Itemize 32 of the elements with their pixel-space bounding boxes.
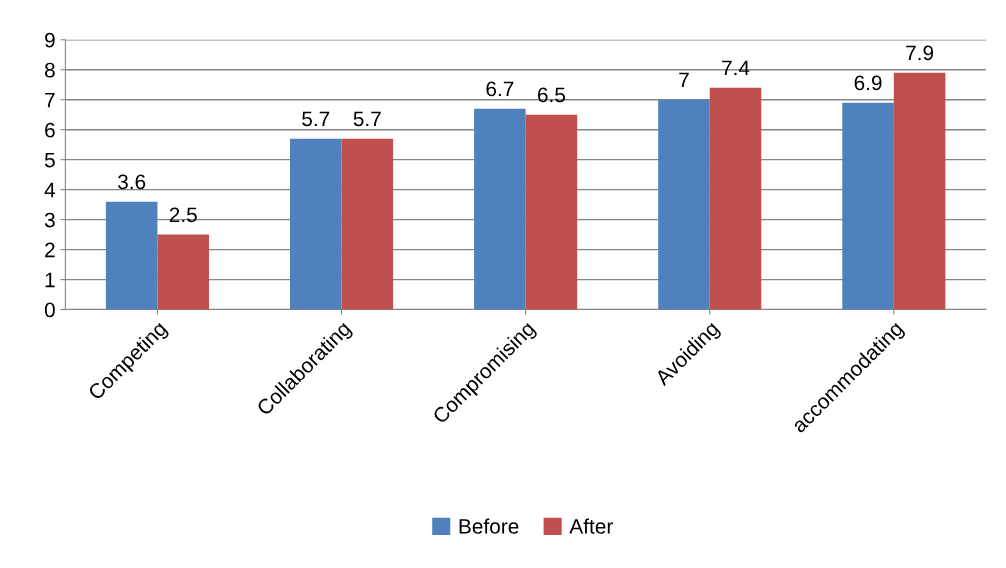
bar xyxy=(157,234,209,310)
y-tick-label: 8 xyxy=(44,62,55,78)
bar xyxy=(105,201,158,310)
y-tick-label: 4 xyxy=(44,182,56,198)
bar xyxy=(658,99,710,310)
bar xyxy=(709,87,762,310)
bar xyxy=(289,138,342,310)
y-tick-label: 2 xyxy=(45,242,55,258)
data-label: 2.5 xyxy=(169,207,197,223)
y-tick-label: 5 xyxy=(44,152,55,168)
data-label: 7.9 xyxy=(906,45,934,61)
data-label: 7 xyxy=(679,72,689,88)
bar xyxy=(474,108,526,310)
y-tick-label: 3 xyxy=(44,212,55,228)
bar xyxy=(525,114,578,310)
y-tick-label: 7 xyxy=(45,92,55,108)
bar xyxy=(341,138,394,310)
data-label: 5.7 xyxy=(302,111,330,127)
data-label: 3.6 xyxy=(117,174,146,190)
data-label: 7.4 xyxy=(722,60,750,76)
bar xyxy=(842,102,894,310)
y-tick-label: 6 xyxy=(45,122,55,138)
y-tick-label: 1 xyxy=(45,272,55,288)
y-tick-label: 9 xyxy=(45,32,55,48)
y-tick-label: 0 xyxy=(44,302,55,318)
bar xyxy=(893,72,946,310)
data-label: 6.7 xyxy=(486,81,514,97)
data-label: 5.7 xyxy=(353,111,381,127)
legend-label: After xyxy=(569,518,613,534)
data-label: 6.9 xyxy=(854,75,882,91)
data-label: 6.5 xyxy=(537,87,566,103)
legend-label: Before xyxy=(459,518,519,534)
